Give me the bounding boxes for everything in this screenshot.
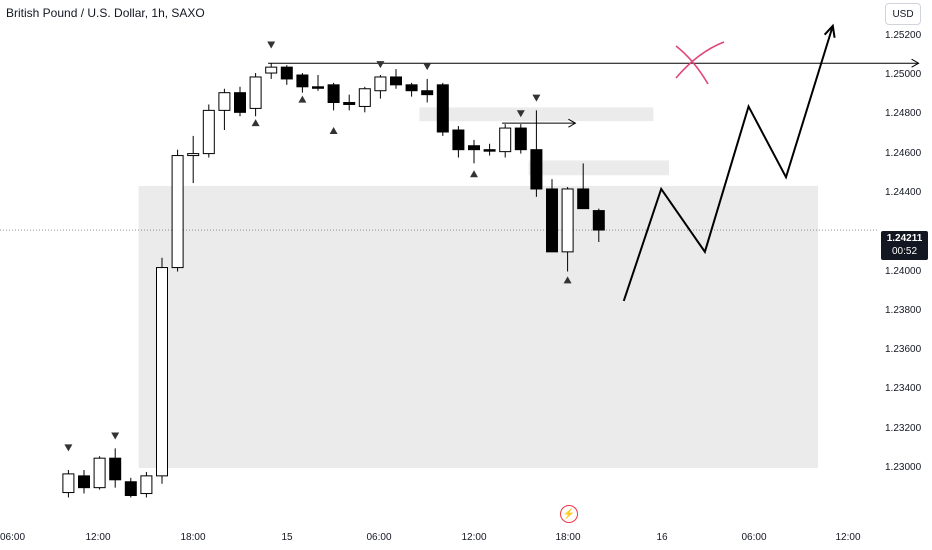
candle-bear [577,188,590,210]
candle-bull [249,76,262,109]
candle-bear [514,127,527,151]
candle-bull [202,109,215,155]
candle-bull [140,475,153,495]
time-tick-label: 16 [656,532,668,543]
price-tick-label: 1.23800 [885,304,922,316]
fractal-down-marker [111,432,120,440]
projection-arrowhead [823,23,836,38]
candle-bear [312,86,324,89]
price-tick-label: 1.24600 [885,147,922,159]
cross-mark-stroke [675,41,725,79]
fractal-down-marker [376,61,385,69]
fractal-up-marker [329,127,338,135]
candle-bull [218,92,231,111]
fractal-down-marker [267,41,276,49]
time-tick-label: 06:00 [741,532,767,543]
fractal-down-marker [532,94,541,102]
candle-bull [187,153,200,157]
candle-bear [436,84,449,133]
candle-bear [124,481,137,497]
cross-mark-stroke [675,45,709,85]
demand-zone [138,186,819,468]
candle-bear [421,90,434,96]
fractal-up-marker [470,170,478,178]
candle-bear [78,475,90,489]
level-arrowhead [568,118,577,128]
candle-bull [93,457,106,489]
price-tick-label: 1.23200 [885,422,922,434]
last-price-value: 1.24211 [886,233,923,244]
fractal-down-marker [64,444,73,452]
fractal-down-marker [516,110,525,118]
price-tick-label: 1.23400 [885,383,922,395]
candle-bear [327,84,340,104]
candle-bear [530,149,543,190]
projection-path [622,25,834,302]
fractal-up-marker [251,119,260,127]
lightning-icon[interactable]: ⚡ [560,505,578,523]
candle-bear [405,84,418,92]
time-tick-label: 12:00 [461,532,487,543]
time-tick-label: 06:00 [366,532,392,543]
candle-bear [296,74,309,88]
candle-bull [62,473,75,494]
time-tick-label: 18:00 [555,532,581,543]
candle-bull [156,267,168,477]
candle-bear [343,102,356,105]
price-tick-label: 1.25000 [885,69,922,80]
last-price-badge: 1.24211 00:52 [881,231,928,260]
candle-bear [546,188,558,253]
price-tick-label: 1.24000 [885,265,922,277]
candle-bull [265,66,278,74]
candle-bear [452,129,465,151]
time-tick-label: 12:00 [85,532,111,543]
candle-bear [234,92,246,113]
candle-bear [483,149,496,152]
fractal-up-marker [298,95,307,103]
candle-bull [561,188,574,253]
price-tick-label: 1.23000 [885,462,922,473]
candle-bear [280,66,293,80]
candle-bull [374,76,387,92]
currency-button[interactable]: USD [885,3,921,25]
price-tick-label: 1.24800 [885,108,922,120]
chart-title: British Pound / U.S. Dollar, 1h, SAXO [6,6,205,20]
fractal-down-marker [423,63,432,71]
candle-bear [468,145,480,151]
candle-bear [109,457,122,481]
candle-bull [499,127,512,153]
time-tick-label: 06:00 [0,532,26,543]
candle-bear [592,210,605,231]
price-tick-label: 1.24400 [885,186,922,198]
time-tick-label: 15 [281,532,293,543]
bar-countdown: 00:52 [891,246,918,257]
price-tick-label: 1.25200 [885,29,922,41]
time-tick-label: 18:00 [180,532,206,543]
level-arrowhead [911,58,920,68]
candle-bear [390,76,402,86]
fractal-up-marker [563,276,572,284]
candle-bull [171,155,184,269]
time-tick-label: 12:00 [835,532,861,543]
demand-zone [528,160,669,176]
candle-bull [358,88,371,107]
price-tick-label: 1.23600 [885,344,922,356]
